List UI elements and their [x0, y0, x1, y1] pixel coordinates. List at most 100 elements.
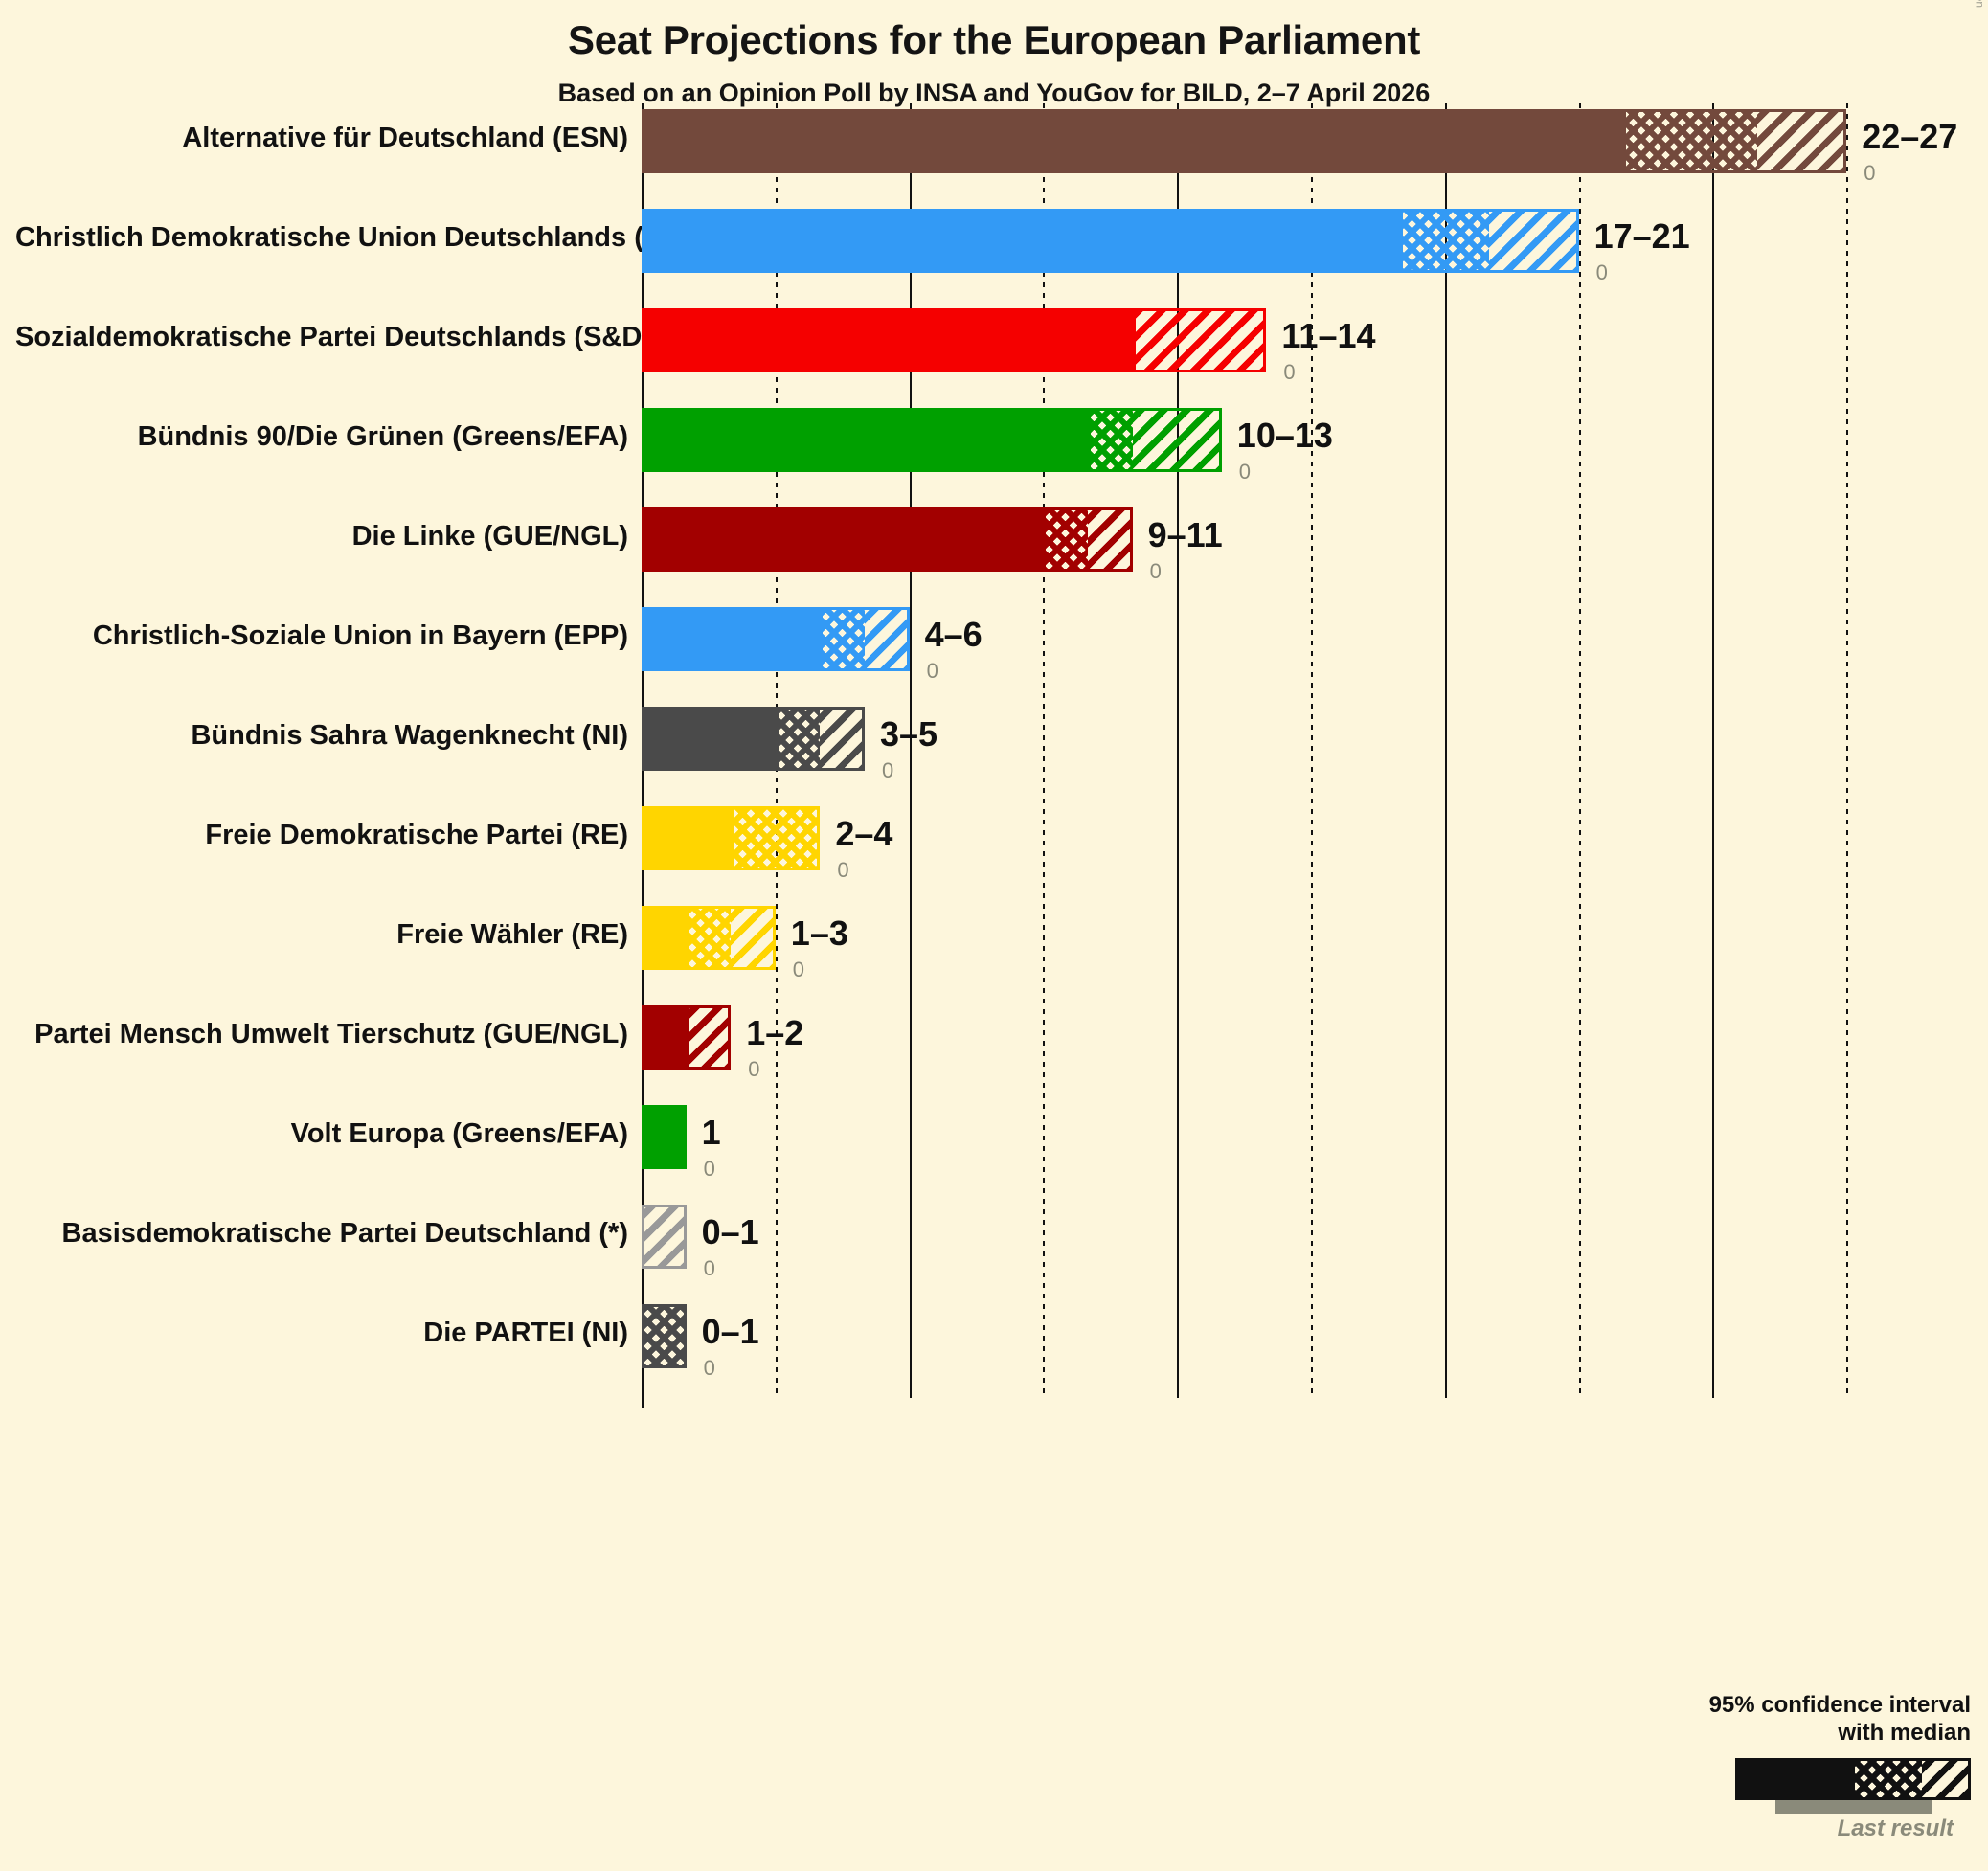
bar-value-label: 1–2 — [746, 1012, 804, 1052]
bar-value-label: 22–27 — [1862, 116, 1958, 156]
bar-segment-solid — [642, 209, 1401, 273]
chart-legend: 95% confidence interval with median Last… — [1683, 1692, 1971, 1842]
bar-label-10: Volt Europa (Greens/EFA) — [290, 1117, 628, 1149]
gridline-9 — [1043, 103, 1046, 1398]
last-result-value-label: 0 — [748, 1056, 760, 1081]
bar-segment-solid — [642, 707, 776, 771]
bar-value-label: 0–1 — [701, 1211, 759, 1251]
gridline-24 — [1712, 103, 1715, 1398]
bar-segment-diagonal — [1132, 308, 1267, 372]
bar-row: Partei Mensch Umwelt Tierschutz (GUE/NGL… — [0, 1005, 1988, 1081]
legend-last-result-label: Last result — [1837, 1815, 1954, 1841]
bar-value-label: 3–5 — [880, 713, 938, 754]
last-result-value-label: 0 — [1864, 160, 1876, 185]
bar-9 — [642, 1005, 732, 1070]
bar-segment-diagonal — [731, 906, 776, 970]
bar-segment-diagonal — [1088, 507, 1133, 572]
bar-row: Freie Demokratische Partei (RE) 2–4 0 — [0, 806, 1988, 882]
bar-interval-outline — [1132, 308, 1267, 372]
bar-value-label: 10–13 — [1236, 415, 1333, 455]
bar-interval-outline — [686, 1005, 732, 1070]
bar-12 — [642, 1304, 687, 1368]
gridline-21 — [1578, 103, 1581, 1398]
legend-segment-solid — [1738, 1761, 1855, 1797]
bar-interval-outline — [731, 806, 821, 870]
bar-label-0: Alternative für Deutschland (ESN) — [182, 122, 628, 153]
bar-label-11: Basisdemokratische Partei Deutschland (*… — [61, 1217, 628, 1249]
bar-segment-crosshatch — [686, 906, 732, 970]
bar-segment-crosshatch — [775, 707, 821, 771]
bar-segment-solid — [642, 1005, 687, 1070]
bar-value-label: 1–3 — [790, 913, 848, 953]
bar-segment-solid — [642, 408, 1088, 472]
bar-label-12: Die PARTEI (NI) — [423, 1317, 628, 1348]
bar-value-label: 2–4 — [835, 813, 893, 853]
bar-11 — [642, 1205, 687, 1269]
bar-row: Freie Wähler (RE) 1–3 0 — [0, 906, 1988, 981]
bar-8 — [642, 906, 776, 970]
last-result-value-label: 0 — [837, 857, 849, 882]
bar-segment-crosshatch — [1623, 109, 1757, 173]
bar-label-8: Freie Wähler (RE) — [396, 918, 628, 950]
bar-interval-outline — [686, 906, 776, 970]
legend-last-result-bar — [1775, 1800, 1932, 1814]
chart-subtitle: Based on an Opinion Poll by INSA and You… — [557, 79, 1431, 107]
bar-label-4: Die Linke (GUE/NGL) — [351, 520, 628, 552]
bar-label-2: Sozialdemokratische Partei Deutschlands … — [15, 321, 651, 352]
last-result-value-label: 0 — [1595, 259, 1608, 284]
bar-label-9: Partei Mensch Umwelt Tierschutz (GUE/NGL… — [34, 1018, 628, 1049]
bar-6 — [642, 707, 865, 771]
bar-row: Christlich Demokratische Union Deutschla… — [0, 209, 1988, 284]
bar-interval-outline — [820, 607, 910, 671]
bar-segment-crosshatch — [1088, 408, 1133, 472]
plot-area: Alternative für Deutschland (ESN) 22–27 0 C… — [0, 103, 1988, 1408]
bar-segment-solid — [642, 607, 821, 671]
bar-value-label: 0–1 — [701, 1311, 759, 1351]
last-result-value-label: 0 — [792, 957, 805, 981]
last-result-value-label: 0 — [1149, 558, 1162, 583]
bar-row: Bündnis 90/Die Grünen (Greens/EFA) 10–13 0 — [0, 408, 1988, 484]
bar-interval-outline — [775, 707, 865, 771]
bar-row: Bündnis Sahra Wagenknecht (NI) 3–5 0 — [0, 707, 1988, 782]
bar-row: Christlich-Soziale Union in Bayern (EPP)… — [0, 607, 1988, 683]
bar-row: Sozialdemokratische Partei Deutschlands … — [0, 308, 1988, 384]
legend-sample-bar — [1735, 1758, 1971, 1800]
bar-row: Basisdemokratische Partei Deutschland (*… — [0, 1205, 1988, 1280]
bar-label-7: Freie Demokratische Partei (RE) — [205, 819, 628, 850]
bar-interval-outline — [642, 1205, 687, 1269]
bar-interval-outline — [642, 1304, 687, 1368]
last-result-value-label: 0 — [882, 757, 894, 782]
bar-segment-diagonal — [1132, 408, 1222, 472]
bar-segment-diagonal — [820, 707, 865, 771]
bar-value-label: 9–11 — [1147, 514, 1223, 554]
legend-title-line2: with median — [1838, 1719, 1971, 1746]
bar-row: Die PARTEI (NI) 0–1 0 — [0, 1304, 1988, 1380]
bar-segment-solid — [642, 806, 732, 870]
page-title: Seat Projections for the European Parlia… — [567, 17, 1421, 62]
last-result-value-label: 0 — [926, 658, 938, 683]
bar-segment-solid — [642, 308, 1133, 372]
legend-segment-diagonal — [1922, 1761, 1968, 1797]
bar-3 — [642, 408, 1222, 472]
last-result-value-label: 0 — [1238, 459, 1252, 484]
last-result-value-label: 0 — [703, 1355, 715, 1380]
bar-segment-solid — [642, 906, 687, 970]
bar-segment-diagonal — [686, 1005, 732, 1070]
bar-label-3: Bündnis 90/Die Grünen (Greens/EFA) — [137, 420, 628, 452]
bar-4 — [642, 507, 1133, 572]
bar-segment-crosshatch — [820, 607, 865, 671]
bar-value-label: 11–14 — [1281, 315, 1376, 355]
bar-5 — [642, 607, 910, 671]
bar-value-label: 4–6 — [924, 614, 983, 654]
bar-value-label: 17–21 — [1593, 215, 1690, 256]
bar-interval-outline — [1088, 408, 1222, 472]
gridline-27 — [1846, 103, 1849, 1398]
gridline-15 — [1311, 103, 1313, 1398]
bar-label-6: Bündnis Sahra Wagenknecht (NI) — [191, 719, 628, 751]
bar-segment-solid — [642, 1105, 687, 1169]
gridline-18 — [1444, 103, 1447, 1398]
bar-label-1: Christlich Demokratische Union Deutschla… — [15, 221, 709, 253]
bar-row: Volt Europa (Greens/EFA) 1 0 — [0, 1105, 1988, 1181]
bar-interval-outline — [1623, 109, 1847, 173]
